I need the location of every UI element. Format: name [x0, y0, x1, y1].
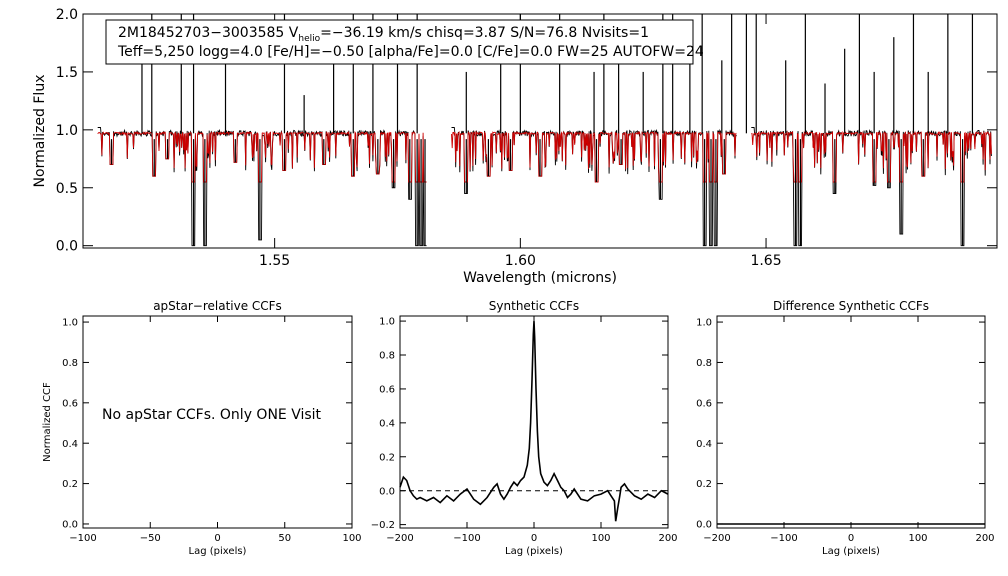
- synthetic-x-tick-label: 100: [591, 533, 610, 544]
- apstar-y-tick-label: 0.4: [62, 439, 78, 450]
- spectrum-y-tick-label: 0.0: [56, 239, 78, 255]
- difference-y-tick-label: 0.6: [696, 398, 712, 409]
- synthetic-x-tick-label: −100: [453, 533, 480, 544]
- synthetic-y-tick-label: 1.0: [379, 317, 395, 328]
- apstar-axes: −100 −50 0 50 100 0.0 0.2 0.4 0.6 0.8 1.0 apStar−re…: [42, 299, 362, 557]
- info-box-frame: [105, 19, 694, 65]
- spectrum-info-box: 2M18452703−3003585 Vhelio=−36.19 km/s ch…: [105, 19, 704, 65]
- difference-x-tick-label: 100: [908, 533, 927, 544]
- apstar-x-tick-label: −50: [140, 533, 161, 544]
- v-helio-label: V: [289, 25, 299, 41]
- apstar-title: apStar−relative CCFs: [153, 299, 282, 313]
- difference-x-tick-label: −200: [703, 533, 730, 544]
- info-box-line-2: Teff=5,250 logg=4.0 [Fe/H]=−0.50 [alpha/…: [117, 44, 704, 60]
- apstar-x-tick-label: 0: [214, 533, 220, 544]
- difference-y-tick-label: 0.8: [696, 358, 712, 369]
- synthetic-y-tick-label: 0.0: [379, 486, 395, 497]
- difference-x-tick-label: −100: [770, 533, 797, 544]
- synthetic-y-tick-label: 0.6: [379, 385, 395, 396]
- difference-x-tick-label: 0: [848, 533, 854, 544]
- synthetic-y-tick-label: 0.2: [379, 452, 395, 463]
- spectrum-y-tick-label: 0.5: [56, 181, 78, 197]
- spectrum-model-series: [751, 130, 992, 183]
- apstar-x-tick-label: 50: [278, 533, 291, 544]
- difference-y-tick-label: 1.0: [696, 318, 712, 329]
- difference-x-tick-label: 200: [975, 533, 994, 544]
- star-id: 2M18452703−3003585: [118, 25, 289, 41]
- difference-axes: −200 −100 0 100 200 0.0 0.2 0.4 0.6 0.8 1.0 Differe…: [696, 299, 994, 557]
- spectrum-y-tick-label: 2.0: [56, 7, 78, 23]
- difference-y-tick-label: 0.4: [696, 439, 712, 450]
- apstar-x-axis-label: Lag (pixels): [189, 546, 247, 557]
- apstar-ccf-chart: −100 −50 0 50 100 0.0 0.2 0.4 0.6 0.8 1.0 apStar−re…: [42, 299, 362, 557]
- apstar-y-tick-label: 0.6: [62, 398, 78, 409]
- spectrum-x-tick-label: 1.55: [259, 253, 290, 269]
- synthetic-title: Synthetic CCFs: [489, 299, 579, 313]
- spectrum-axes: 1.55 1.60 1.65 0.0 0.5 1.0 1.5 2.0 Wavelength (m…: [32, 7, 998, 286]
- synthetic-y-tick-label: 0.4: [379, 418, 395, 429]
- difference-x-axis-label: Lag (pixels): [822, 546, 880, 557]
- v-helio-subscript: helio: [298, 34, 320, 44]
- difference-y-tick-label: 0.0: [696, 520, 712, 531]
- synthetic-y-tick-label: 0.8: [379, 351, 395, 362]
- spectrum-x-tick-label: 1.60: [505, 253, 536, 269]
- spectrum-y-tick-label: 1.0: [56, 123, 78, 139]
- info-box-line-1: 2M18452703−3003585 Vhelio=−36.19 km/s ch…: [118, 25, 649, 44]
- synthetic-x-tick-label: 200: [658, 533, 677, 544]
- apstar-x-tick-label: −100: [69, 533, 96, 544]
- apstar-y-tick-label: 1.0: [62, 318, 78, 329]
- apstar-x-tick-label: 100: [342, 533, 361, 544]
- apstar-y-tick-label: 0.0: [62, 520, 78, 531]
- apstar-y-tick-label: 0.2: [62, 479, 78, 490]
- synthetic-x-tick-label: 0: [531, 533, 537, 544]
- synthetic-x-tick-label: −200: [386, 533, 413, 544]
- spectrum-x-axis-label: Wavelength (microns): [463, 270, 617, 286]
- difference-y-tick-label: 0.2: [696, 479, 712, 490]
- spectrum-y-tick-label: 1.5: [56, 65, 78, 81]
- spectrum-y-axis-label: Normalized Flux: [32, 75, 48, 188]
- synthetic-x-axis-label: Lag (pixels): [505, 546, 563, 557]
- apstar-message: No apStar CCFs. Only ONE Visit: [102, 407, 322, 423]
- synthetic-ccf-chart: −200 −100 0 100 200 −0.2 0.0 0.2 0.4 0.6 0.8 1.0 Syn…: [371, 299, 678, 557]
- synthetic-series-line: [399, 321, 669, 522]
- difference-ccf-chart: −200 −100 0 100 200 0.0 0.2 0.4 0.6 0.8 1.0 Differe…: [696, 299, 994, 557]
- synthetic-axes: −200 −100 0 100 200 −0.2 0.0 0.2 0.4 0.6 0.8 1.0 Syn…: [371, 299, 678, 557]
- spectrum-plot-frame: [82, 13, 998, 249]
- apstar-y-axis-label: Normalized CCF: [42, 382, 53, 462]
- apstar-y-tick-label: 0.8: [62, 358, 78, 369]
- synthetic-y-tick-label: −0.2: [371, 520, 395, 531]
- spectrum-observed-series: [451, 127, 737, 247]
- fit-summary: =−36.19 km/s chisq=3.87 S/N=76.8 Nvisits…: [320, 25, 649, 41]
- spectrum-x-tick-label: 1.65: [750, 253, 781, 269]
- spectrum-chart: 1.55 1.60 1.65 0.0 0.5 1.0 1.5 2.0 Wavelength (m…: [32, 7, 998, 286]
- difference-title: Difference Synthetic CCFs: [773, 299, 929, 313]
- spectrum-model-series: [97, 130, 427, 183]
